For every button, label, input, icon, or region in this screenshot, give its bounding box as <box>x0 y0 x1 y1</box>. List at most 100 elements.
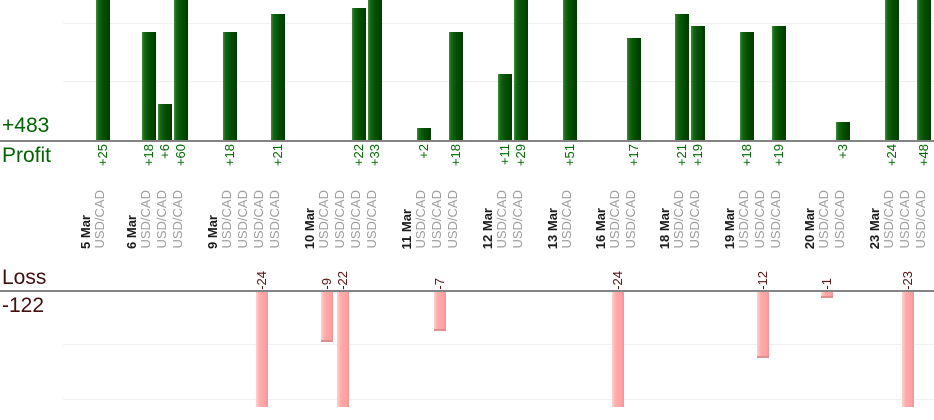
loss-value-label: -1 <box>819 278 834 290</box>
profit-bar <box>158 104 172 140</box>
profit-axis-title: Profit <box>2 144 52 167</box>
symbol-label: USD/CAD <box>816 190 831 249</box>
date-label: 20 Mar <box>802 207 817 249</box>
loss-panel <box>0 292 934 407</box>
symbol-label: USD/CAD <box>752 190 767 249</box>
profit-bar <box>498 74 512 140</box>
profit-bar <box>271 14 285 140</box>
symbol-label: USD/CAD <box>623 190 638 249</box>
symbol-label: USD/CAD <box>92 190 107 249</box>
date-label: 9 Mar <box>205 215 220 249</box>
symbol-label: USD/CAD <box>881 190 896 249</box>
profit-bar <box>449 32 463 140</box>
symbol-label: USD/CAD <box>219 190 234 249</box>
date-label: 16 Mar <box>593 207 608 249</box>
date-label: 13 Mar <box>545 207 560 249</box>
profit-bar <box>885 0 899 140</box>
date-label: 5 Mar <box>78 215 93 249</box>
profit-bar <box>142 32 156 140</box>
symbol-label: USD/CAD <box>154 190 169 249</box>
profit-bar <box>836 122 850 140</box>
profit-value-label: +21 <box>270 144 285 167</box>
profit-bar <box>417 128 431 140</box>
profit-value-label: +3 <box>835 144 850 159</box>
profit-bar <box>691 26 705 140</box>
profit-bar <box>223 32 237 140</box>
symbol-label: USD/CAD <box>494 190 509 249</box>
loss-value-label: -24 <box>254 271 269 290</box>
loss-bar <box>434 292 446 331</box>
profit-value-label: +18 <box>739 144 754 167</box>
profit-value-label: +2 <box>416 144 431 159</box>
profit-value-label: +22 <box>351 144 366 167</box>
profit-bar <box>627 38 641 140</box>
loss-bar <box>821 292 833 298</box>
profit-bar <box>96 0 110 140</box>
date-label: 10 Mar <box>302 207 317 249</box>
date-label: 19 Mar <box>722 207 737 249</box>
loss-total: -122 <box>2 294 45 317</box>
loss-value-label: -22 <box>335 271 350 290</box>
profit-value-label: +6 <box>157 144 172 159</box>
symbol-label: USD/CAD <box>429 190 444 249</box>
profit-bar <box>675 14 689 140</box>
date-label: 18 Mar <box>657 207 672 249</box>
loss-axis-title: Loss <box>2 266 47 289</box>
loss-gridline <box>63 399 934 400</box>
profit-bar <box>514 0 528 140</box>
symbol-label: USD/CAD <box>897 190 912 249</box>
date-label: 12 Mar <box>480 207 495 249</box>
profit-value-label: +60 <box>173 144 188 167</box>
profit-bar <box>772 26 786 140</box>
loss-bar <box>757 292 769 358</box>
profit-panel <box>0 0 934 140</box>
symbol-label: USD/CAD <box>832 190 847 249</box>
profit-value-label: +19 <box>771 144 786 167</box>
date-label: 11 Mar <box>399 208 414 249</box>
profit-value-label: +18 <box>222 144 237 167</box>
loss-value-label: -9 <box>319 278 334 290</box>
profit-bar <box>917 0 931 140</box>
profit-bar <box>563 0 577 140</box>
loss-axis-line <box>0 290 934 292</box>
profit-bar <box>740 32 754 140</box>
symbol-label: USD/CAD <box>251 190 266 249</box>
profit-value-label: +33 <box>367 144 382 167</box>
symbol-label: USD/CAD <box>267 190 282 249</box>
loss-value-label: -12 <box>755 271 770 290</box>
profit-value-label: +18 <box>141 144 156 167</box>
loss-bar <box>321 292 333 342</box>
date-label: 6 Mar <box>124 215 139 249</box>
symbol-label: USD/CAD <box>170 190 185 249</box>
symbol-label: USD/CAD <box>768 190 783 249</box>
symbol-label: USD/CAD <box>736 190 751 249</box>
profit-value-label: +19 <box>690 144 705 167</box>
symbol-label: USD/CAD <box>510 190 525 249</box>
symbol-label: USD/CAD <box>332 190 347 249</box>
profit-value-label: +24 <box>884 144 899 167</box>
profit-value-label: +17 <box>626 144 641 167</box>
symbol-label: USD/CAD <box>316 190 331 249</box>
symbol-label: USD/CAD <box>687 190 702 249</box>
profit-value-label: +51 <box>562 144 577 167</box>
symbol-label: USD/CAD <box>364 190 379 249</box>
loss-gridline <box>63 344 934 345</box>
symbol-label: USD/CAD <box>913 190 928 249</box>
profit-value-label: +48 <box>916 144 931 167</box>
profit-value-label: +25 <box>95 144 110 167</box>
loss-value-label: -7 <box>432 278 447 290</box>
profit-bar <box>174 0 188 140</box>
profit-value-label: +11 <box>497 144 512 166</box>
profit-value-label: +29 <box>513 144 528 167</box>
profit-bar <box>352 8 366 140</box>
symbol-label: USD/CAD <box>235 190 250 249</box>
profit-value-label: +18 <box>448 144 463 167</box>
symbol-label: USD/CAD <box>413 190 428 249</box>
loss-value-label: -24 <box>610 271 625 290</box>
profit-bar <box>368 0 382 140</box>
loss-value-label: -23 <box>900 271 915 290</box>
symbol-label: USD/CAD <box>559 190 574 249</box>
symbol-label: USD/CAD <box>445 190 460 249</box>
profit-gridline <box>63 23 934 24</box>
